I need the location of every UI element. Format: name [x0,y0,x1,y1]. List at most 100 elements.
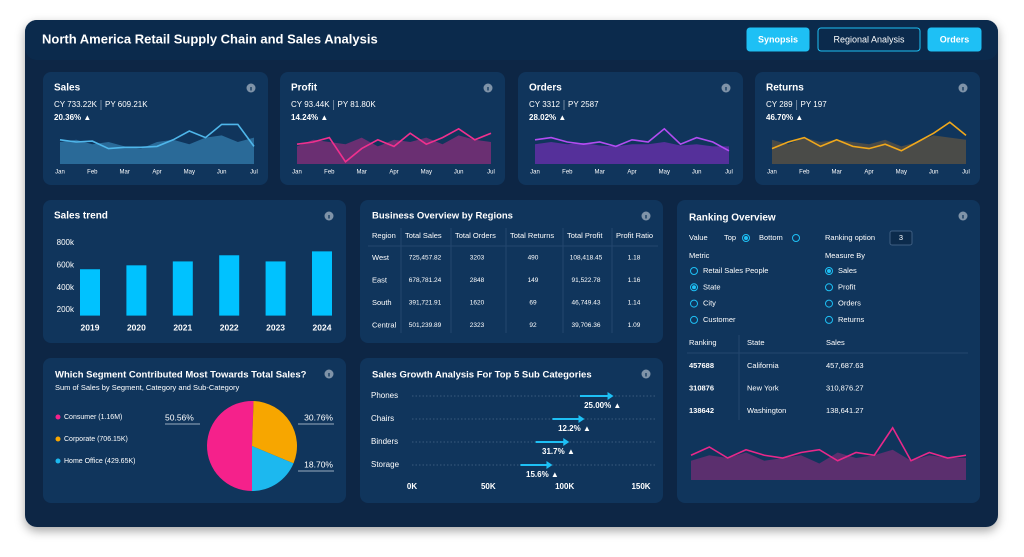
month-label: Mar [119,170,129,176]
growth-label: 25.00% ▲ [584,401,621,410]
kpi-title: Orders [529,83,562,94]
bar [312,251,332,316]
month-label: Feb [799,170,810,176]
kpi-previous: PY 197 [801,100,828,109]
radio-button[interactable] [690,283,698,292]
radio-button[interactable] [690,267,698,275]
nav-button[interactable] [746,27,810,52]
table-header: Total Sales [405,231,442,240]
radio-label: Profit [838,282,856,291]
radio-button[interactable] [825,299,833,308]
table-cell: 310876 [689,383,714,392]
table-cell: 39,706.36 [572,322,601,329]
radio-button[interactable] [825,315,833,324]
month-label: Apr [864,170,873,176]
pie-slice [252,401,298,464]
y-tick-label: 400k [57,283,75,292]
data-label: 30.76% [304,412,333,422]
month-label: Jun [454,170,464,176]
radio-button[interactable] [742,234,750,242]
radio-dot [827,269,831,273]
table-header: Sales [826,338,845,347]
pie-slice [252,446,294,491]
x-tick-label: 2023 [266,322,285,332]
pie-slice [207,401,254,491]
table-cell: 725,457.82 [409,255,442,262]
x-tick-label: 150K [631,482,650,491]
x-tick-label: 50K [481,482,496,491]
dashboard-title: North America Retail Supply Chain and Sa… [42,31,378,46]
kpi-change: 20.36% ▲ [54,113,91,122]
field-label: Metric [689,251,710,260]
radio-label: State [703,282,721,291]
sparkline-line [59,123,255,150]
month-label: Mar [356,170,366,176]
card-title: Ranking Overview [689,213,776,224]
data-label: 18.70% [304,459,333,469]
table-cell: 69 [529,300,537,307]
kpi-previous: PY 609.21K [105,100,148,109]
legend-swatch [55,458,61,464]
month-label: Feb [87,170,98,176]
field-label: Measure By [825,251,865,260]
radio-label: Returns [838,315,865,324]
kpi-title: Profit [291,83,318,94]
table-cell: West [372,253,390,262]
sparkline-area [535,142,729,164]
month-label: May [659,170,670,176]
month-label: Jul [250,170,258,176]
table-header: Total Returns [510,231,554,240]
regions-card [360,200,663,343]
radio-button[interactable] [690,315,698,324]
sparkline-line [534,127,730,152]
number-input[interactable] [889,230,913,246]
table-cell: 1.09 [628,322,641,329]
radio-label: Retail Sales People [703,266,768,275]
month-label: Jan [767,170,777,176]
nav-button[interactable] [927,27,982,52]
sparkline-line [690,426,967,462]
nav-button-label: Orders [940,34,970,44]
radio-button[interactable] [825,283,833,292]
field-label: Ranking option [825,233,875,242]
radio-button[interactable] [825,267,833,275]
legend-label: Home Office (429.65K) [64,458,135,465]
table-cell: 1.16 [628,277,641,284]
table-cell: Central [372,320,397,329]
table-cell: 2323 [470,322,485,329]
kpi-previous: PY 2587 [568,100,599,109]
table-header: Ranking [689,338,717,347]
growth-label: 31.7% ▲ [542,447,575,456]
y-tick-label: 600k [57,260,75,269]
radio-dot [692,285,696,290]
category-label: Storage [371,460,400,469]
month-label: Feb [562,170,573,176]
month-label: Jan [55,170,65,176]
kpi-change: 28.02% ▲ [529,113,566,122]
nav-button-label: Regional Analysis [833,34,905,44]
arrow-head [578,415,585,423]
legend-label: Corporate (706.15K) [64,436,128,443]
month-label: Apr [627,170,636,176]
card-title: Sales trend [54,211,108,222]
bar [126,265,147,316]
sparkline-area [297,135,491,164]
table-cell: 457,687.63 [826,361,864,370]
nav-button[interactable] [817,27,921,52]
radio-label: Bottom [759,233,783,242]
bar [80,269,100,316]
table-cell: 138642 [689,406,714,415]
radio-label: City [703,299,716,308]
radio-button[interactable] [690,299,698,308]
x-tick-label: 2021 [173,322,192,332]
field-label: Value [689,233,708,242]
radio-button[interactable] [792,234,800,242]
table-cell: 1.14 [628,300,641,307]
legend-label: Consumer (1.16M) [64,414,122,421]
kpi-current: CY 3312 [529,100,561,109]
month-label: May [421,170,432,176]
month-label: Apr [152,170,161,176]
kpi-title: Sales [54,83,81,94]
table-header: Region [372,231,396,240]
table-cell: 310,876.27 [826,383,864,392]
